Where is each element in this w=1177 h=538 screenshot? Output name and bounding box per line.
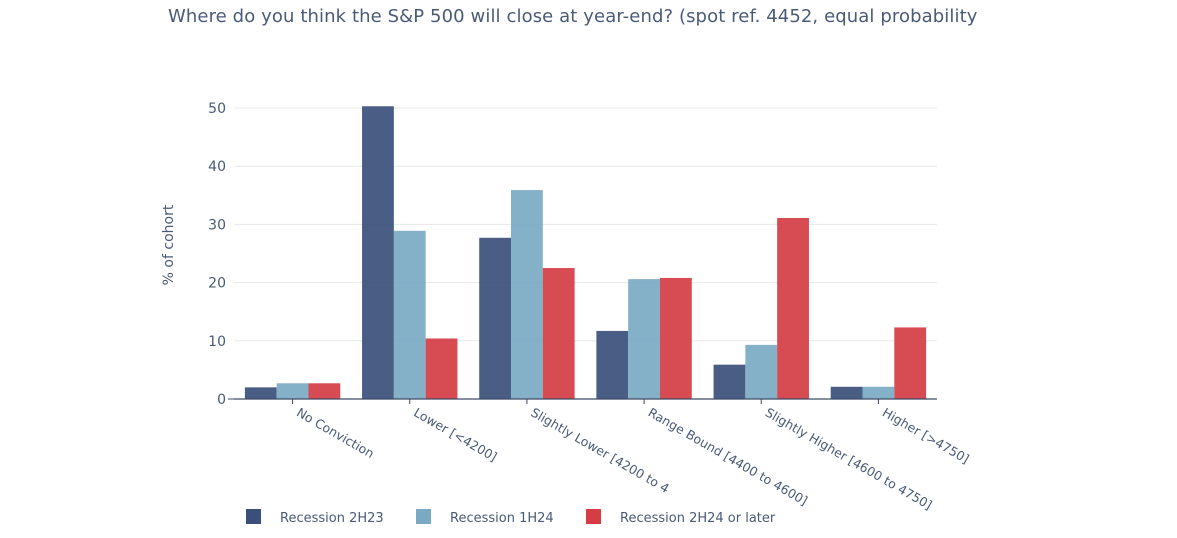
legend-label: Recession 2H24 or later: [620, 511, 776, 526]
bar-recession-1h24-5: [862, 386, 895, 399]
legend-label: Recession 2H23: [280, 511, 384, 526]
bar-recession-1h24-0: [276, 383, 309, 399]
bar-recession-2h24-or-later-3: [659, 277, 692, 399]
bar-recession-2h23-0: [244, 387, 277, 399]
bar-recession-2h24-or-later-1: [425, 338, 458, 399]
bar-recession-2h23-5: [830, 386, 863, 399]
bar-recession-2h24-or-later-4: [777, 217, 809, 399]
bar-recession-1h24-4: [745, 344, 778, 399]
bar-recession-2h24-or-later-5: [894, 327, 927, 399]
legend-swatch: [586, 509, 601, 524]
bar-recession-1h24-2: [511, 190, 543, 399]
legend-swatch: [246, 509, 261, 524]
y-tick-label: 40: [208, 159, 226, 175]
y-tick-label: 10: [208, 334, 226, 350]
bars: [244, 106, 927, 399]
bar-recession-2h23-1: [362, 106, 394, 399]
bar-recession-2h24-or-later-0: [308, 383, 341, 399]
y-axis-ticks: 0 10 20 30 40 50: [208, 101, 226, 408]
bar-recession-2h23-3: [596, 330, 629, 399]
chart-title-container: Where do you think the S&P 500 will clos…: [168, 6, 1043, 27]
legend-swatch: [416, 509, 431, 524]
bar-recession-1h24-1: [393, 230, 426, 399]
bar-recession-2h23-2: [479, 237, 512, 399]
x-axis: No Conviction Lower [<4200] Slightly Lower…: [228, 398, 972, 513]
legend: Recession 2H23 Recession 1H24 Recession 2H…: [246, 509, 776, 526]
y-tick-label: 20: [208, 276, 226, 292]
grid-lines: [234, 107, 937, 342]
x-tick-label: No Conviction: [294, 405, 377, 461]
y-tick-label: 30: [208, 217, 226, 233]
chart-title: Where do you think the S&P 500 will clos…: [168, 6, 978, 27]
bar-recession-1h24-3: [628, 279, 660, 399]
legend-label: Recession 1H24: [450, 511, 554, 526]
y-tick-label: 0: [217, 392, 226, 408]
y-tick-label: 50: [208, 101, 226, 117]
x-tick-label: Lower [<4200]: [411, 405, 499, 465]
x-tick-label: Higher [>4750]: [880, 405, 972, 467]
bar-recession-2h24-or-later-2: [542, 268, 575, 399]
y-axis-label: % of cohort: [161, 204, 177, 285]
bar-recession-2h23-4: [713, 364, 746, 399]
